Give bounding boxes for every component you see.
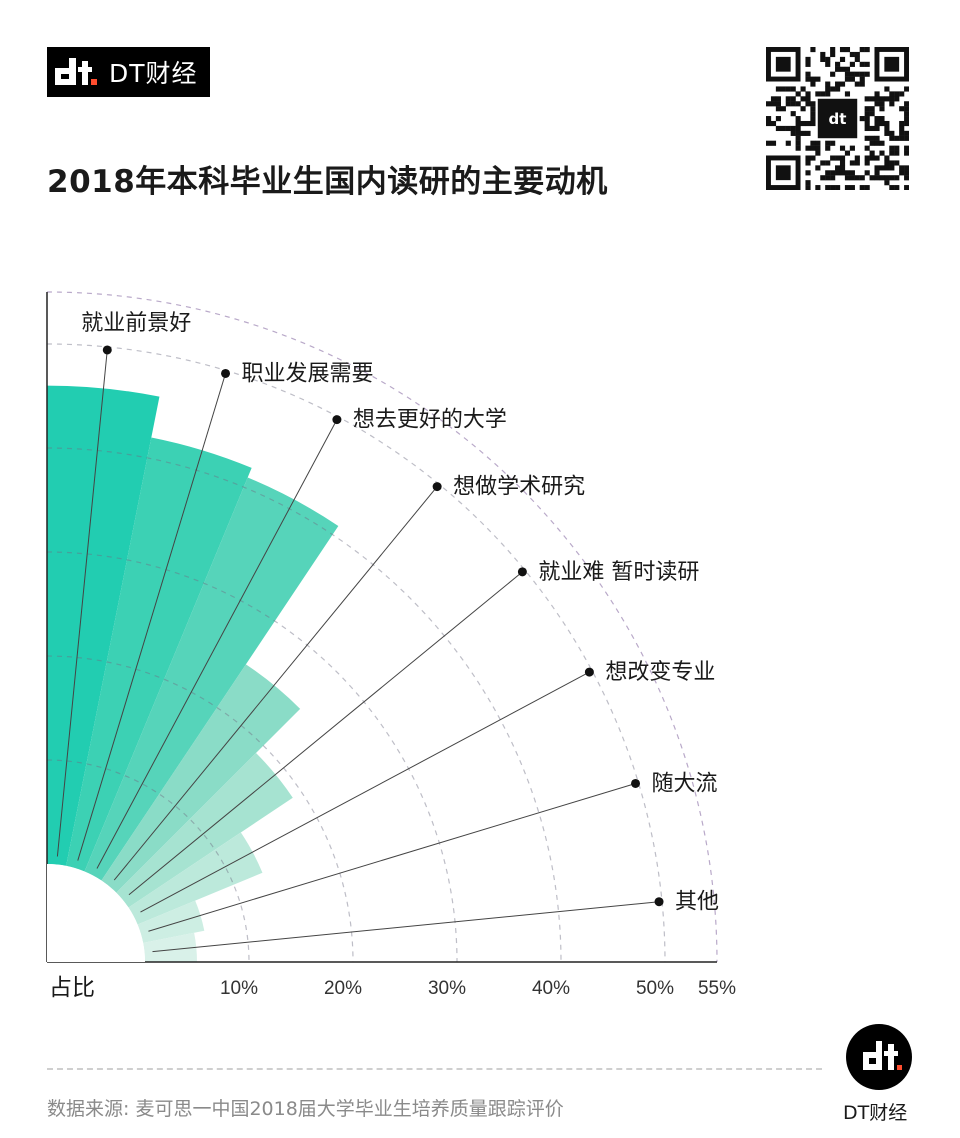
dt-brand-icon	[846, 1024, 912, 1090]
tick-label: 55%	[698, 978, 736, 999]
leader-line	[96, 419, 338, 869]
grid-arc	[46, 655, 354, 963]
grid-arc	[46, 447, 562, 963]
brand-logo: DT财经	[47, 47, 210, 97]
grid-arc	[46, 291, 718, 963]
footer-divider	[47, 1068, 822, 1070]
chart-sector	[137, 900, 205, 943]
grid-arc	[46, 759, 250, 963]
data-source: 数据来源: 麦可思一中国2018届大学毕业生培养质量跟踪评价	[47, 1098, 564, 1120]
category-label: 就业难 暂时读研	[538, 560, 699, 585]
leader-line	[140, 671, 590, 913]
leader-line	[56, 349, 108, 857]
label-dot	[517, 567, 527, 577]
tick-label: 10%	[220, 978, 258, 999]
label-dot	[221, 368, 231, 378]
grid-arc	[46, 343, 666, 963]
label-dot	[654, 897, 664, 907]
leader-line	[77, 373, 227, 861]
category-label: 其他	[675, 890, 719, 915]
label-dot	[332, 415, 342, 425]
page-title: 2018年本科毕业生国内读研的主要动机	[47, 164, 608, 200]
label-dot	[631, 778, 641, 788]
category-label: 想改变专业	[605, 660, 715, 685]
leader-line	[113, 486, 438, 881]
category-label: 随大流	[652, 771, 718, 796]
inner-hole	[47, 864, 145, 962]
qr-code-icon: dt	[766, 47, 909, 190]
chart-sector	[66, 437, 252, 872]
category-label: 职业发展需要	[242, 361, 374, 386]
axis-label: 占比	[49, 975, 95, 1001]
tick-label: 40%	[532, 978, 570, 999]
leader-line	[152, 901, 660, 953]
label-dot	[584, 667, 594, 677]
label-dot	[102, 345, 112, 355]
category-label: 想做学术研究	[453, 475, 585, 500]
chart-sector	[143, 932, 197, 962]
tick-label: 30%	[428, 978, 466, 999]
svg-text:dt: dt	[829, 110, 847, 128]
category-label: 想去更好的大学	[353, 408, 507, 433]
tick-label: 20%	[324, 978, 362, 999]
leader-line	[128, 571, 523, 896]
grid-arc	[46, 551, 458, 963]
category-label: 就业前景好	[81, 311, 191, 336]
chart-sector	[47, 385, 160, 866]
tick-label: 50%	[636, 978, 674, 999]
dt-logo-icon	[47, 47, 103, 97]
leader-line	[148, 782, 636, 932]
chart-sector	[128, 832, 263, 925]
brand-logo-text: DT财经	[109, 59, 198, 88]
label-dot	[432, 482, 442, 492]
chart-sector	[84, 477, 339, 881]
footer-brand-text: DT财经	[843, 1102, 908, 1124]
